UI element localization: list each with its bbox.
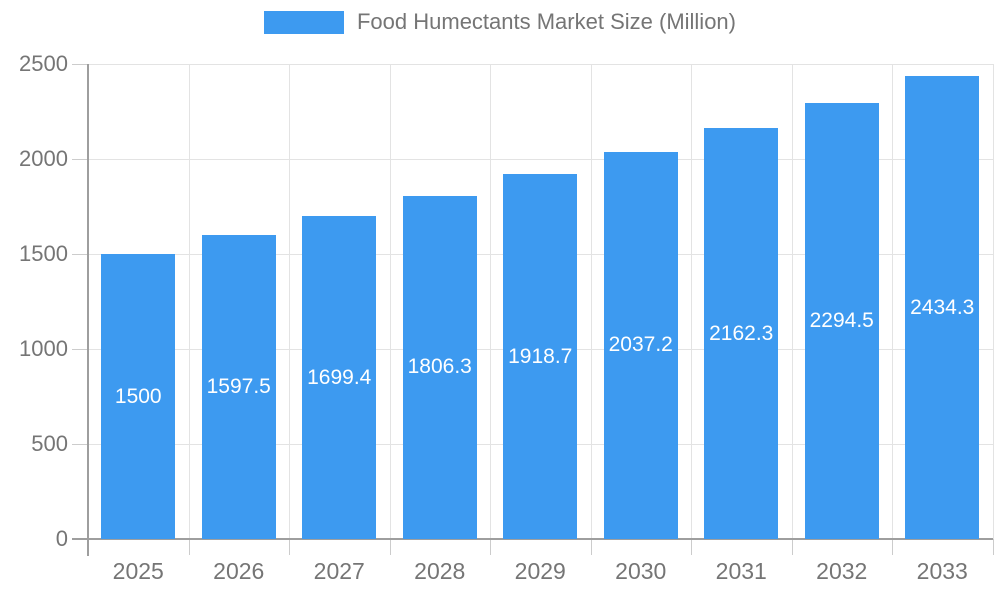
x-axis-tick-label: 2033 — [916, 558, 968, 584]
bar-value-label: 1597.5 — [206, 375, 271, 399]
gridline-vertical — [389, 64, 391, 539]
y-axis-tick-label: 1500 — [19, 241, 68, 266]
bar-value-label: 2162.3 — [709, 321, 774, 345]
legend-swatch — [263, 10, 344, 34]
bar-2033 — [905, 76, 980, 539]
y-axis-tick-label: 500 — [31, 431, 68, 456]
x-axis-tick — [691, 539, 692, 555]
x-axis-tick-label: 2029 — [514, 558, 566, 584]
bar-value-label: 1806.3 — [407, 355, 472, 379]
x-axis-tick-label: 2031 — [715, 558, 767, 584]
y-axis-tick-label: 1000 — [19, 336, 68, 361]
bar-value-label: 2037.2 — [608, 333, 673, 357]
bar-2031 — [704, 128, 779, 539]
y-axis-tick-label: 2000 — [19, 146, 68, 171]
x-axis-tick — [892, 539, 893, 555]
x-axis-tick — [590, 539, 592, 555]
bar-2030 — [603, 151, 678, 539]
x-axis-line — [72, 538, 993, 540]
bar-2028 — [402, 195, 477, 539]
gridline-vertical — [590, 64, 592, 539]
gridline-horizontal — [88, 159, 993, 160]
bar-2029 — [503, 174, 578, 539]
x-axis-tick-label: 2032 — [816, 558, 868, 584]
x-axis-tick-label: 2026 — [213, 558, 265, 584]
bar-2026 — [201, 235, 276, 539]
y-axis-tick — [72, 349, 88, 350]
bar-2025 — [101, 254, 176, 539]
gridline-vertical — [691, 64, 692, 539]
bar-value-label: 1500 — [114, 384, 162, 408]
gridline-horizontal — [88, 64, 993, 65]
y-axis-tick — [72, 64, 88, 65]
bar-value-label: 1699.4 — [307, 365, 372, 389]
x-axis-tick-label: 2025 — [112, 558, 164, 584]
chart-title: Food Humectants Market Size (Million) — [356, 9, 736, 34]
x-axis-tick-label: 2030 — [615, 558, 667, 584]
bar-2032 — [804, 103, 879, 539]
y-axis-tick — [72, 254, 88, 255]
y-axis-tick — [72, 159, 88, 160]
gridline-vertical — [892, 64, 893, 539]
y-axis-tick — [72, 444, 88, 445]
x-axis-tick — [992, 539, 994, 555]
x-axis-tick — [490, 539, 491, 555]
x-axis-tick — [389, 539, 391, 555]
gridline-vertical — [490, 64, 491, 539]
gridline-vertical — [289, 64, 290, 539]
x-axis-tick-label: 2028 — [414, 558, 466, 584]
x-axis-tick — [791, 539, 793, 555]
chart-legend: Food Humectants Market Size (Million) — [0, 0, 1000, 44]
bar-value-label: 2294.5 — [809, 309, 874, 333]
bar-value-label: 2434.3 — [910, 295, 975, 319]
gridline-vertical — [992, 64, 994, 539]
y-axis-tick-label: 2500 — [19, 51, 68, 76]
gridline-vertical — [791, 64, 793, 539]
bar-value-label: 1918.7 — [508, 344, 573, 368]
y-axis-line — [87, 64, 89, 556]
x-axis-tick — [188, 539, 190, 555]
bar-2027 — [302, 216, 377, 539]
gridline-vertical — [188, 64, 190, 539]
x-axis-tick — [289, 539, 290, 555]
y-axis-tick-label: 0 — [55, 526, 68, 551]
x-axis-tick-label: 2027 — [313, 558, 365, 584]
